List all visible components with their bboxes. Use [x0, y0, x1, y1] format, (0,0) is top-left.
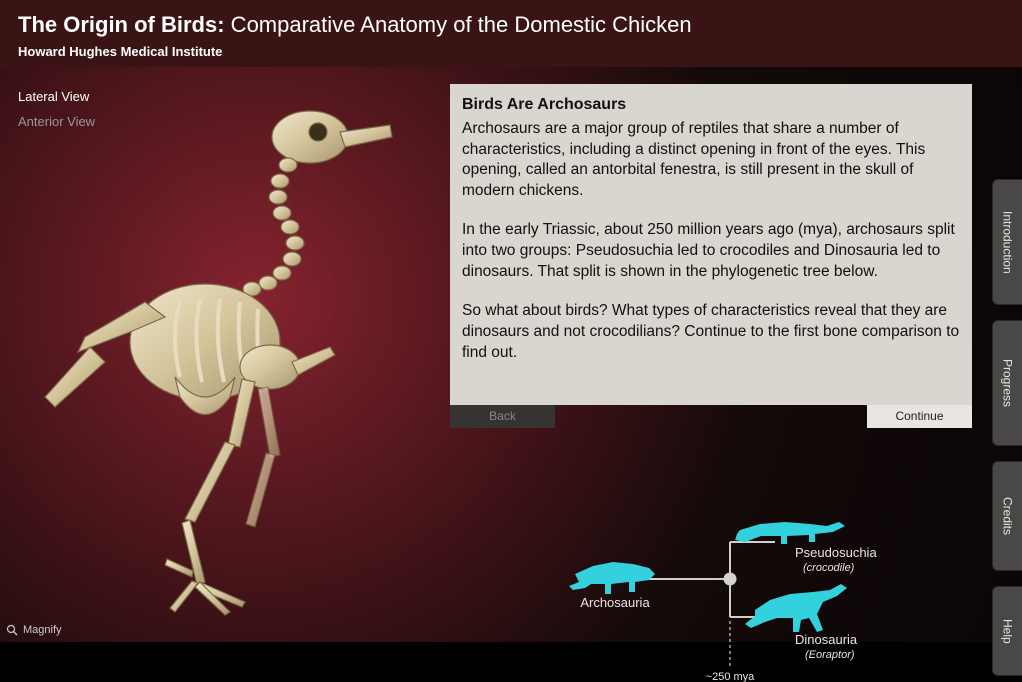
main-area: Lateral View Anterior View: [0, 67, 1022, 642]
content-paragraph: Archosaurs are a major group of reptiles…: [462, 119, 960, 203]
page-title: The Origin of Birds: Comparative Anatomy…: [18, 12, 1004, 38]
view-tabs: Lateral View Anterior View: [18, 89, 95, 129]
svg-text:Pseudosuchia: Pseudosuchia: [795, 545, 877, 560]
side-tabs: Introduction Progress Credits Help: [992, 179, 1022, 676]
magnify-button[interactable]: Magnify: [6, 624, 62, 636]
content-panel: Birds Are Archosaurs Archosaurs are a ma…: [450, 84, 972, 405]
title-bold: The Origin of Birds:: [18, 12, 225, 37]
header: The Origin of Birds: Comparative Anatomy…: [0, 0, 1022, 67]
svg-text:Dinosauria: Dinosauria: [795, 632, 858, 647]
content-paragraph: So what about birds? What types of chara…: [462, 301, 960, 364]
skeleton-image: [30, 77, 430, 617]
continue-button[interactable]: Continue: [867, 405, 972, 428]
magnify-label: Magnify: [23, 624, 62, 636]
tab-anterior-view[interactable]: Anterior View: [18, 114, 95, 129]
svg-text:~250 mya: ~250 mya: [706, 671, 755, 682]
content-heading: Birds Are Archosaurs: [462, 94, 960, 116]
back-button[interactable]: Back: [450, 405, 555, 428]
tab-lateral-view[interactable]: Lateral View: [18, 89, 95, 104]
nav-buttons: Back Continue: [450, 405, 972, 428]
title-rest: Comparative Anatomy of the Domestic Chic…: [225, 12, 692, 37]
tab-credits[interactable]: Credits: [992, 461, 1022, 571]
page-subtitle: Howard Hughes Medical Institute: [18, 44, 1004, 59]
svg-text:(crocodile): (crocodile): [803, 562, 855, 574]
phylogenetic-tree: ~250 mya Archosauria Pseudosuchia (crocodil…: [555, 502, 955, 682]
svg-text:(Eoraptor): (Eoraptor): [805, 649, 855, 661]
tab-introduction[interactable]: Introduction: [992, 179, 1022, 305]
svg-text:Archosauria: Archosauria: [580, 595, 650, 610]
content-paragraph: In the early Triassic, about 250 million…: [462, 220, 960, 283]
tab-progress[interactable]: Progress: [992, 320, 1022, 446]
tab-help[interactable]: Help: [992, 586, 1022, 676]
magnify-icon: [6, 624, 18, 636]
